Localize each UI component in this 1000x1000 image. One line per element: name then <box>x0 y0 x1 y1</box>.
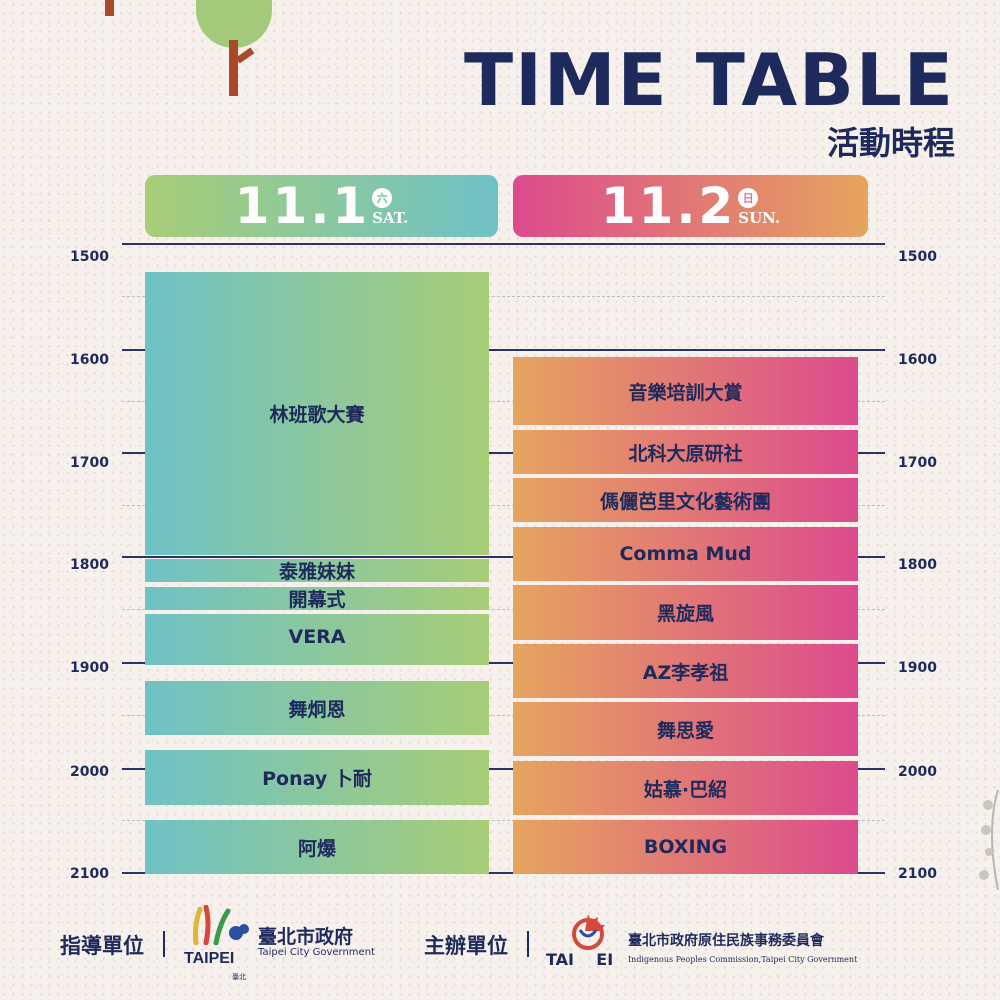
page-subtitle: 活動時程 <box>826 124 955 162</box>
half-hour-line <box>122 609 885 610</box>
hour-line-1700 <box>122 452 885 454</box>
event-name: Ponay 卜耐 <box>262 768 372 790</box>
hour-line-1900 <box>122 662 885 664</box>
hour-line-1800 <box>122 556 885 558</box>
event-name: 姑慕·巴紹 <box>643 778 728 801</box>
time-label-left: 1500 <box>70 249 109 265</box>
event-block-day2: BOXING <box>513 820 858 874</box>
event-name: 黑旋風 <box>656 603 714 625</box>
time-label-left: 1600 <box>70 352 109 368</box>
event-block-day1: 泰雅妹妹 <box>145 559 489 582</box>
event-block-day2: 舞思愛 <box>513 702 858 756</box>
event-block-day2: 傌儷芭里文化藝術團 <box>513 478 858 522</box>
time-label-right: 1800 <box>898 557 937 573</box>
weekday-badge: 日 <box>738 187 759 208</box>
event-block-day1: 開幕式 <box>145 587 489 610</box>
divider <box>527 931 529 957</box>
event-name: 舞思愛 <box>656 719 714 742</box>
ipc-name: 臺北市政府原住民族事務委員會 <box>628 933 824 949</box>
event-name: BOXING <box>643 836 728 858</box>
hour-line-2000 <box>122 768 885 770</box>
half-hour-line <box>122 505 885 506</box>
time-label-right: 1700 <box>898 455 937 471</box>
hour-line-2100 <box>122 872 885 874</box>
vine-decoration <box>979 790 999 890</box>
event-block-day2: AZ李孝祖 <box>513 644 858 698</box>
ipc-logo-icon <box>572 914 605 950</box>
day-header-sat: 11.1 六 SAT. <box>145 175 498 237</box>
event-name: 舞炯恩 <box>288 698 346 721</box>
event-name: VERA <box>288 626 346 648</box>
event-block-day1: 舞炯恩 <box>145 681 489 735</box>
half-hour-line <box>122 820 885 821</box>
event-block-day2: Comma Mud <box>513 527 858 581</box>
divider <box>163 931 165 957</box>
day-date: 11.2 <box>600 177 737 235</box>
event-name: 北科大原研社 <box>628 442 743 465</box>
time-label-right: 1600 <box>898 352 937 368</box>
tree-decoration-1 <box>105 0 114 16</box>
time-label-right: 2000 <box>898 764 937 780</box>
hour-line-1500 <box>122 243 885 245</box>
event-name: 泰雅妹妹 <box>278 561 355 582</box>
event-name: 開幕式 <box>288 589 346 610</box>
event-block-day1: VERA <box>145 614 489 665</box>
day-date: 11.1 <box>234 177 371 235</box>
taipei-gov-name-en: Taipei City Government <box>258 947 375 958</box>
time-label-right: 2100 <box>898 866 937 882</box>
half-hour-line <box>122 715 885 716</box>
event-block-day1: 阿爆 <box>145 820 489 874</box>
weekday-badge: 六 <box>372 187 393 208</box>
ipc-logo-text: TAI EI <box>546 950 614 969</box>
tree-trunk-decoration <box>229 40 238 96</box>
event-block-day2: 黑旋風 <box>513 585 858 640</box>
page-title: TIME TABLE <box>464 38 955 122</box>
ipc-name-en: Indigenous Peoples Commission,Taipei Cit… <box>628 955 858 964</box>
organizer-label: 主辦單位 <box>424 934 508 958</box>
event-name: 音樂培訓大賞 <box>628 381 743 404</box>
event-block-day1: Ponay 卜耐 <box>145 750 489 805</box>
taipei-logo-subtext: 臺北 <box>232 973 246 981</box>
tree-branch-decoration <box>235 47 255 64</box>
time-label-left: 1900 <box>70 660 109 676</box>
time-label-right: 1500 <box>898 249 937 265</box>
event-name: Comma Mud <box>619 543 752 565</box>
event-block-day2: 姑慕·巴紹 <box>513 761 858 815</box>
time-label-left: 2100 <box>70 866 109 882</box>
time-label-left: 1800 <box>70 557 109 573</box>
event-block-day2: 音樂培訓大賞 <box>513 357 858 425</box>
event-name: 林班歌大賽 <box>269 404 365 426</box>
taipei-gov-name: 臺北市政府 <box>258 926 354 948</box>
half-hour-line <box>122 401 885 402</box>
weekday-label: SUN. <box>738 208 781 227</box>
event-block-day2: 北科大原研社 <box>513 430 858 474</box>
event-name: 傌儷芭里文化藝術團 <box>599 490 771 513</box>
taipei-logo-icon <box>193 905 249 945</box>
day-header-sun: 11.2 日 SUN. <box>513 175 868 237</box>
time-label-right: 1900 <box>898 660 937 676</box>
half-hour-line <box>122 296 885 297</box>
event-name: AZ李孝祖 <box>642 661 729 684</box>
guide-unit-label: 指導單位 <box>60 934 144 958</box>
hour-line-1600 <box>122 349 885 351</box>
taipei-logo-text: TAIPEI <box>184 950 235 967</box>
event-name: 阿爆 <box>297 837 336 860</box>
time-label-left: 2000 <box>70 764 109 780</box>
time-label-left: 1700 <box>70 455 109 471</box>
weekday-label: SAT. <box>372 208 409 227</box>
event-block-day1: 林班歌大賽 <box>145 272 489 555</box>
